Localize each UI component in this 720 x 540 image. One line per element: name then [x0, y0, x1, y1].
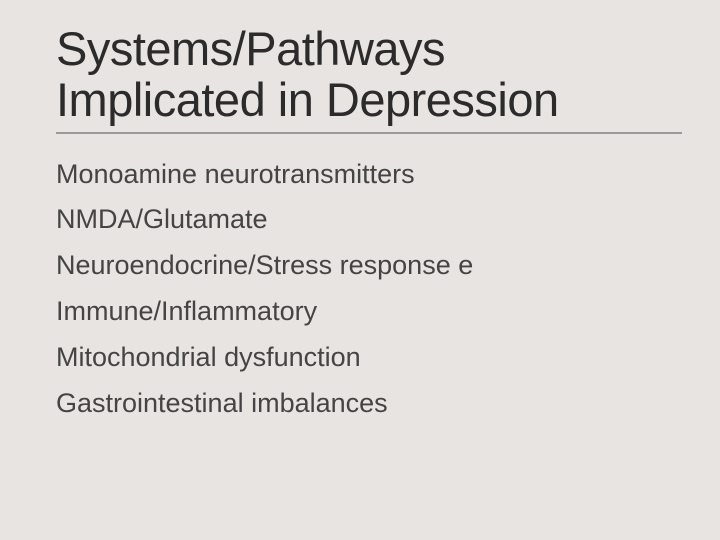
- bullet-item: Mitochondrial dysfunction: [56, 335, 682, 381]
- title-line-1: Systems/Pathways: [56, 22, 445, 75]
- bullet-item: NMDA/Glutamate: [56, 197, 682, 243]
- bullet-item: Monoamine neurotransmitters: [56, 152, 682, 198]
- bullet-item: Neuroendocrine/Stress response e: [56, 243, 682, 289]
- bullet-item: Gastrointestinal imbalances: [56, 381, 682, 427]
- bullet-item: Immune/Inflammatory: [56, 289, 682, 335]
- slide-title: Systems/Pathways Implicated in Depressio…: [56, 24, 682, 126]
- slide: Systems/Pathways Implicated in Depressio…: [0, 0, 720, 540]
- title-underline: [56, 132, 682, 134]
- title-line-2: Implicated in Depression: [56, 73, 559, 126]
